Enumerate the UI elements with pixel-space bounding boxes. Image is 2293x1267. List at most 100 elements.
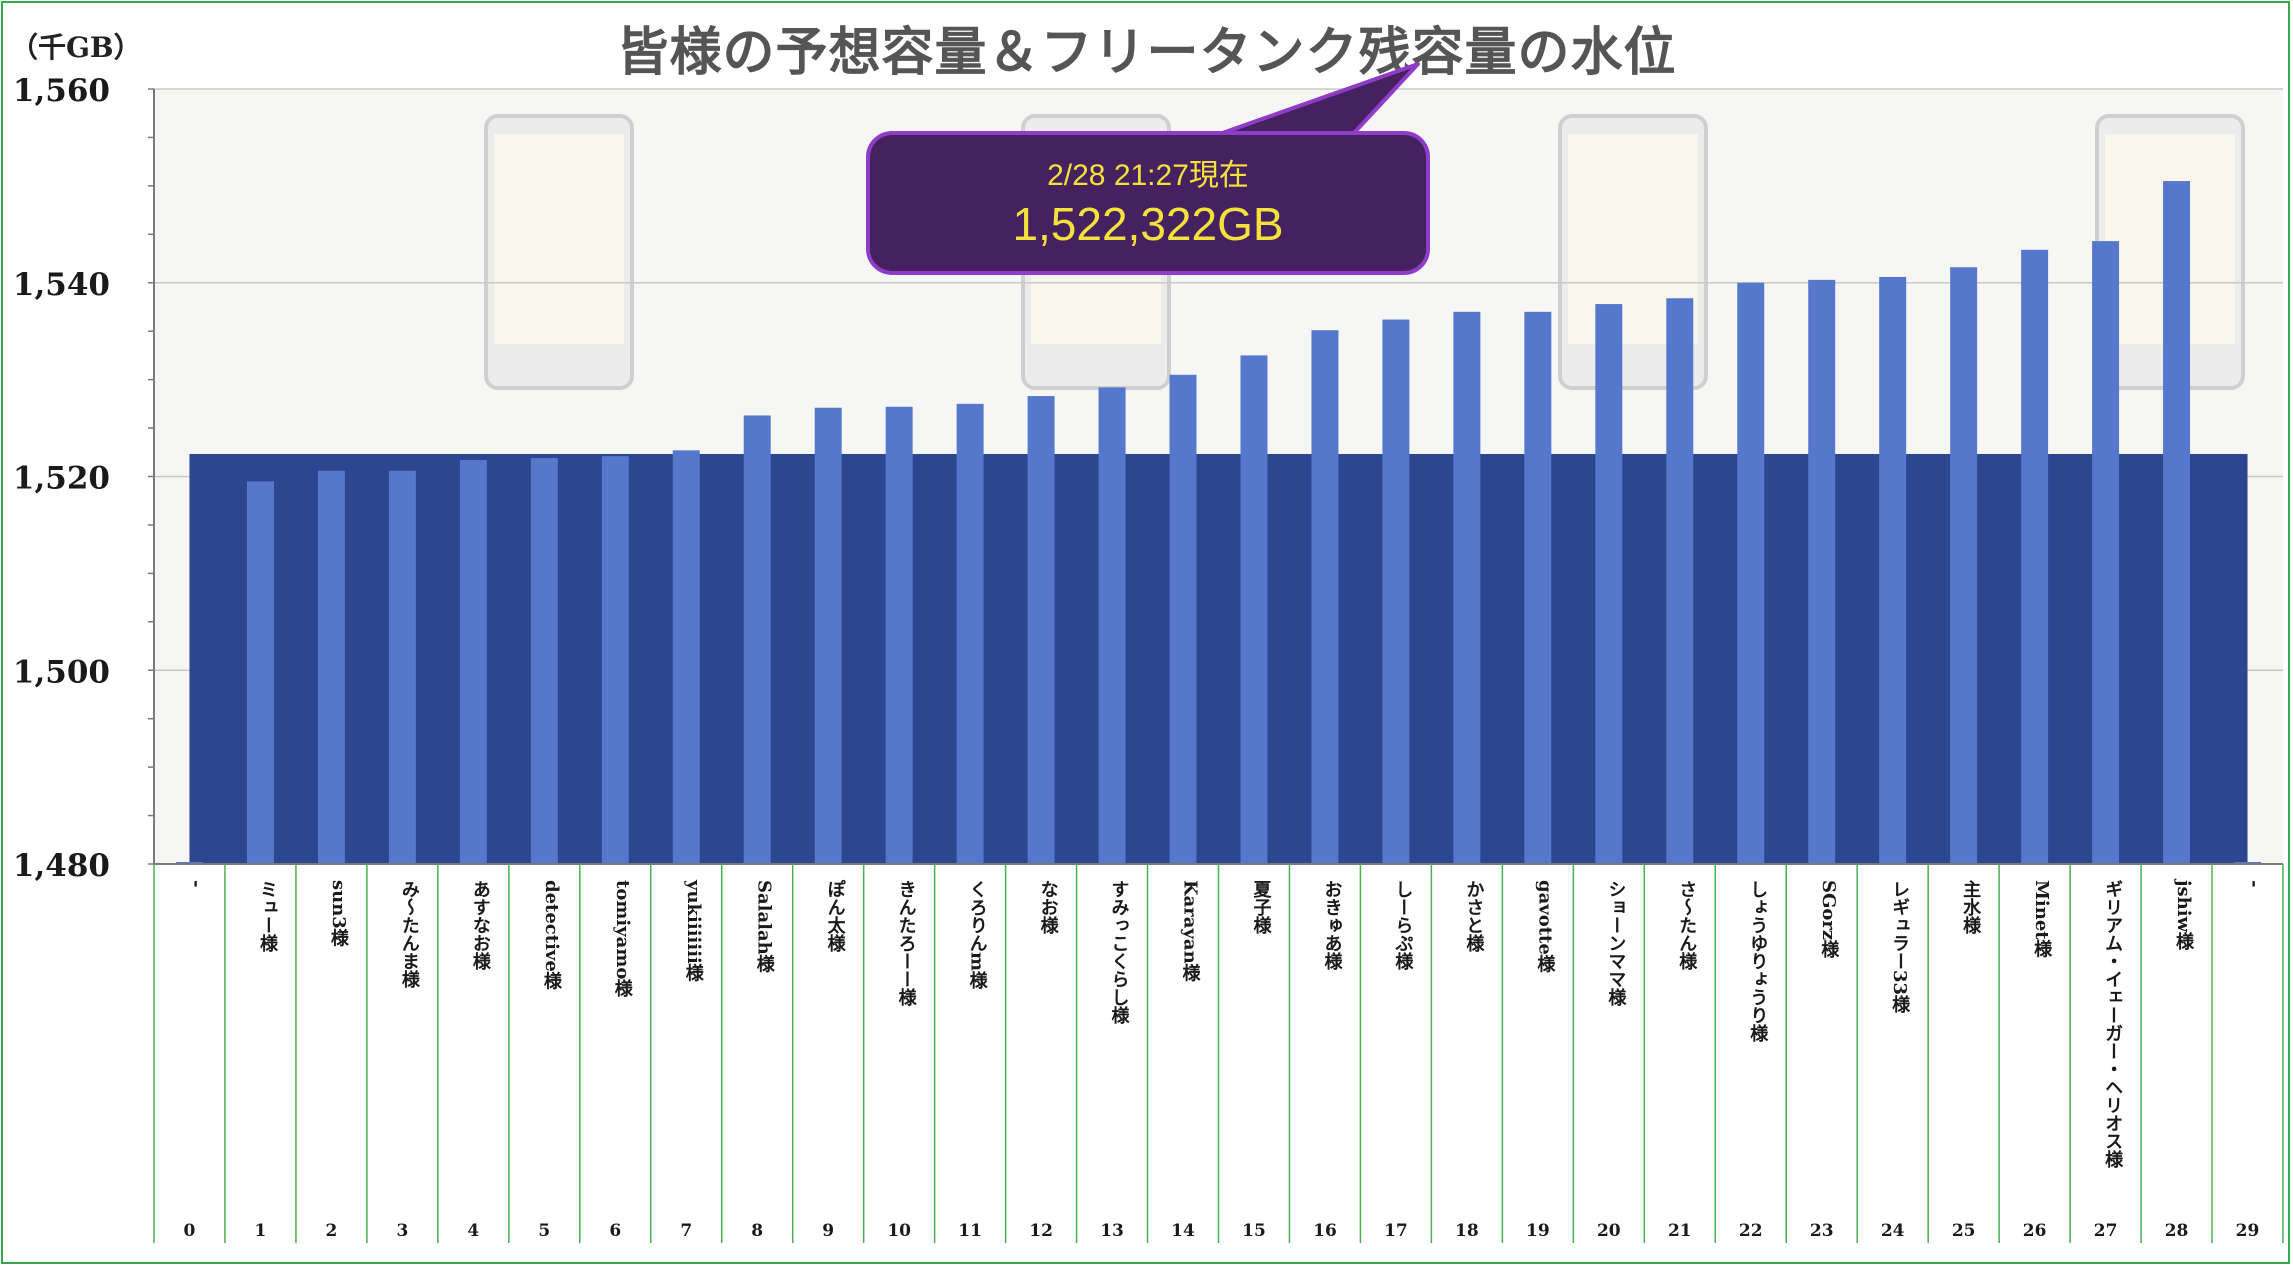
bar — [317, 470, 345, 864]
category-label: sun3様 — [328, 880, 349, 948]
category-label: jshiw様 — [2173, 878, 2194, 951]
bar — [1382, 319, 1410, 864]
rank-label: 10 — [887, 1221, 911, 1241]
category-label: ショーンママ様 — [1605, 880, 1626, 1007]
bar — [1098, 387, 1126, 864]
tank-level-area — [189, 454, 2248, 864]
rank-label: 28 — [2165, 1221, 2189, 1241]
bar — [1311, 330, 1339, 864]
rank-label: 0 — [184, 1221, 196, 1241]
bar — [246, 481, 274, 864]
category-label: くろりんm様 — [967, 880, 988, 990]
callout-joint — [1182, 137, 1338, 151]
bar — [2021, 249, 2049, 864]
rank-label: 6 — [609, 1221, 621, 1241]
bar — [459, 460, 487, 864]
category-label: - — [2244, 880, 2265, 887]
category-label: しょうゆりょうり様 — [1747, 880, 1768, 1043]
category-label: レギュラー33様 — [1889, 880, 1910, 1014]
bar — [1879, 276, 1907, 864]
category-label: 夏子様 — [1250, 880, 1271, 935]
level-layer — [189, 454, 2248, 864]
rank-label: 5 — [538, 1221, 550, 1241]
rank-label: 19 — [1526, 1221, 1550, 1241]
y-tick-label: 1,520 — [13, 461, 110, 497]
rank-label: 11 — [958, 1221, 982, 1241]
bar — [743, 415, 771, 864]
category-label: かさと様 — [1463, 880, 1484, 953]
bar — [1453, 311, 1481, 864]
category-label: きんたろーー様 — [896, 880, 917, 1007]
watermark-phone-screen — [494, 134, 624, 344]
rank-label: 2 — [325, 1221, 337, 1241]
category-label: Minet様 — [2031, 880, 2052, 958]
y-tick-label: 1,480 — [13, 848, 110, 884]
rank-label: 24 — [1881, 1221, 1905, 1241]
rank-label: 4 — [467, 1221, 479, 1241]
rank-label: 8 — [751, 1221, 763, 1241]
rank-label: 29 — [2236, 1221, 2260, 1241]
category-label: detective様 — [541, 880, 562, 991]
category-label: Salalah様 — [754, 880, 775, 974]
bars — [175, 181, 2262, 864]
y-tick-label: 1,540 — [13, 267, 110, 303]
rank-label: 14 — [1171, 1221, 1195, 1241]
category-label: なお様 — [1038, 880, 1059, 935]
bar — [1595, 304, 1623, 864]
category-label: SGorz様 — [1818, 880, 1839, 959]
bar — [1027, 396, 1055, 864]
rank-label: 9 — [822, 1221, 834, 1241]
bar — [1666, 298, 1694, 864]
callout-timestamp: 2/28 21:27現在 — [1047, 159, 1249, 192]
bar — [885, 406, 913, 864]
rank-label: 12 — [1029, 1221, 1053, 1241]
bar — [388, 470, 416, 864]
bar — [1737, 282, 1765, 864]
rank-label: 25 — [1952, 1221, 1976, 1241]
bar — [601, 456, 629, 864]
rank-label: 3 — [396, 1221, 408, 1241]
bar — [1524, 311, 1552, 864]
bar — [672, 450, 700, 864]
bar — [2163, 181, 2191, 864]
rank-label: 15 — [1242, 1221, 1266, 1241]
axes: 1,480 1,500 1,520 1,540 1,560 — [13, 73, 2284, 1243]
category-label: ぽん太様 — [825, 879, 846, 953]
bar — [2092, 241, 2120, 864]
category-label: 主水様 — [1960, 879, 1981, 935]
category-label: - — [186, 880, 207, 887]
category-label: あすなお様 — [470, 880, 491, 971]
rank-label: 13 — [1100, 1221, 1124, 1241]
callout: 2/28 21:27現在 1,522,322GB — [866, 62, 1430, 275]
category-label: さ〜たん様 — [1676, 880, 1697, 971]
category-label: ギリアム・イェーガー・ヘリオス様 — [2102, 880, 2123, 1169]
bar — [1169, 374, 1197, 864]
y-tick-label: 1,500 — [13, 654, 110, 690]
chart-title: 皆様の予想容量＆フリータンク残容量の水位 — [616, 22, 1677, 83]
rank-label: 21 — [1668, 1221, 1692, 1241]
category-label: yukiiiiiii様 — [683, 879, 704, 983]
category-label: ミュー様 — [257, 880, 278, 953]
category-label: み〜たんま様 — [399, 880, 420, 989]
y-axis-unit: （千GB） — [10, 31, 142, 64]
bar — [530, 458, 558, 864]
rank-label: 16 — [1313, 1221, 1337, 1241]
rank-label: 27 — [2094, 1221, 2118, 1241]
category-labels: - 0 ミュー様 1 sun3様 2 み〜たんま様 3 あすなお様 4 detective様 5 tom… — [184, 878, 2265, 1241]
bar — [1950, 267, 1978, 864]
rank-label: 23 — [1810, 1221, 1834, 1241]
rank-label: 17 — [1384, 1221, 1408, 1241]
category-label: すみっこくらし様 — [1109, 880, 1130, 1025]
bar — [1808, 279, 1836, 864]
callout-box — [866, 131, 1430, 275]
rank-label: 22 — [1739, 1221, 1763, 1241]
rank-label: 26 — [2023, 1221, 2047, 1241]
callout-capacity: 1,522,322GB — [1012, 198, 1283, 250]
category-label: gavotte様 — [1534, 880, 1555, 974]
rank-label: 20 — [1597, 1221, 1621, 1241]
bar — [814, 407, 842, 864]
category-label: おきゅあ様 — [1321, 880, 1342, 971]
